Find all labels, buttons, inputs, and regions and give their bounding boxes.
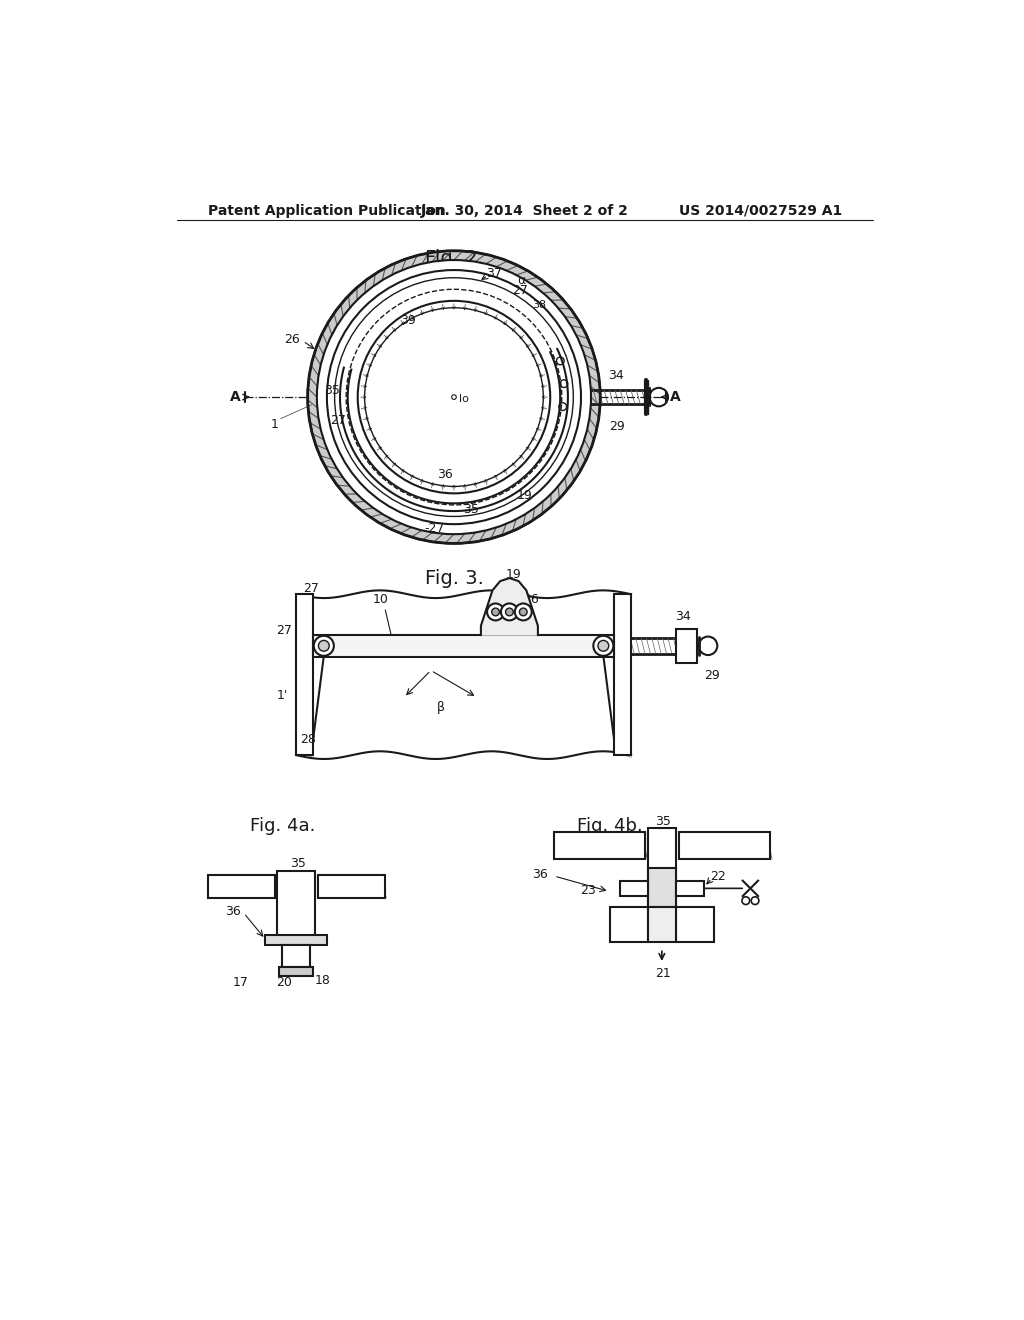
Text: Jan. 30, 2014  Sheet 2 of 2: Jan. 30, 2014 Sheet 2 of 2	[421, 203, 629, 218]
Text: α: α	[517, 273, 525, 286]
Bar	[208, 874, 274, 898]
Text: 36: 36	[532, 869, 548, 880]
Text: 10: 10	[373, 593, 389, 606]
Text: 18: 18	[315, 974, 331, 987]
Circle shape	[487, 603, 504, 620]
Text: Fig. 4b.: Fig. 4b.	[578, 817, 643, 834]
Text: Patent Application Publication: Patent Application Publication	[208, 203, 445, 218]
Text: 20: 20	[276, 975, 293, 989]
Circle shape	[506, 609, 513, 616]
Bar	[648, 869, 676, 907]
Text: 35: 35	[325, 384, 340, 397]
Text: 35: 35	[290, 857, 305, 870]
Text: 10: 10	[490, 593, 507, 606]
Bar	[609, 907, 648, 942]
Text: 19: 19	[517, 490, 532, 502]
Text: 19: 19	[506, 569, 521, 582]
Text: Fig. 3.: Fig. 3.	[425, 569, 483, 587]
Text: 27: 27	[303, 582, 319, 594]
Text: 27: 27	[331, 413, 346, 426]
Bar	[283, 945, 310, 966]
Text: 22: 22	[711, 870, 726, 883]
Bar	[679, 832, 770, 859]
Text: 1: 1	[270, 417, 279, 430]
Circle shape	[316, 260, 591, 535]
Circle shape	[307, 251, 600, 544]
Circle shape	[313, 636, 334, 656]
Text: 26: 26	[285, 333, 300, 346]
Bar	[620, 880, 648, 896]
Text: 38: 38	[532, 300, 547, 310]
Bar	[280, 966, 313, 977]
Text: 34: 34	[676, 610, 691, 623]
Text: 26: 26	[523, 593, 539, 606]
Text: Fig. 2.: Fig. 2.	[425, 249, 483, 268]
Bar	[265, 935, 327, 945]
Bar	[648, 907, 676, 942]
Text: 27: 27	[276, 624, 292, 638]
Text: US 2014/0027529 A1: US 2014/0027529 A1	[679, 203, 842, 218]
Text: 34: 34	[608, 370, 624, 381]
Bar	[648, 829, 676, 913]
Text: 36: 36	[225, 906, 241, 917]
Bar	[313, 635, 614, 656]
Text: 17: 17	[232, 975, 249, 989]
Text: 39: 39	[400, 314, 416, 326]
Text: A: A	[670, 391, 680, 404]
Circle shape	[501, 603, 518, 620]
Bar	[614, 594, 631, 755]
Bar	[317, 874, 385, 898]
Text: 27: 27	[512, 284, 527, 297]
Text: 36: 36	[437, 467, 453, 480]
Circle shape	[593, 636, 613, 656]
Bar	[676, 907, 714, 942]
Text: β: β	[437, 701, 445, 714]
Bar	[676, 628, 697, 663]
Bar	[296, 594, 313, 755]
Bar	[276, 871, 315, 936]
Text: lo: lo	[459, 393, 468, 404]
Circle shape	[515, 603, 531, 620]
Text: 21: 21	[655, 966, 672, 979]
Circle shape	[519, 609, 527, 616]
Polygon shape	[481, 578, 538, 635]
Text: 35: 35	[463, 503, 479, 516]
Circle shape	[598, 640, 608, 651]
Text: -27: -27	[425, 521, 445, 535]
Circle shape	[492, 609, 500, 616]
Text: 23: 23	[580, 884, 596, 898]
Text: 28: 28	[300, 733, 315, 746]
Text: 29: 29	[609, 420, 625, 433]
Circle shape	[318, 640, 330, 651]
Bar	[676, 880, 705, 896]
Text: A: A	[230, 391, 241, 404]
Text: 37: 37	[486, 268, 502, 280]
Bar	[554, 832, 645, 859]
Text: 1': 1'	[278, 689, 289, 702]
Text: 35: 35	[655, 814, 672, 828]
Text: 29: 29	[705, 668, 720, 681]
Text: Fig. 4a.: Fig. 4a.	[250, 817, 315, 834]
